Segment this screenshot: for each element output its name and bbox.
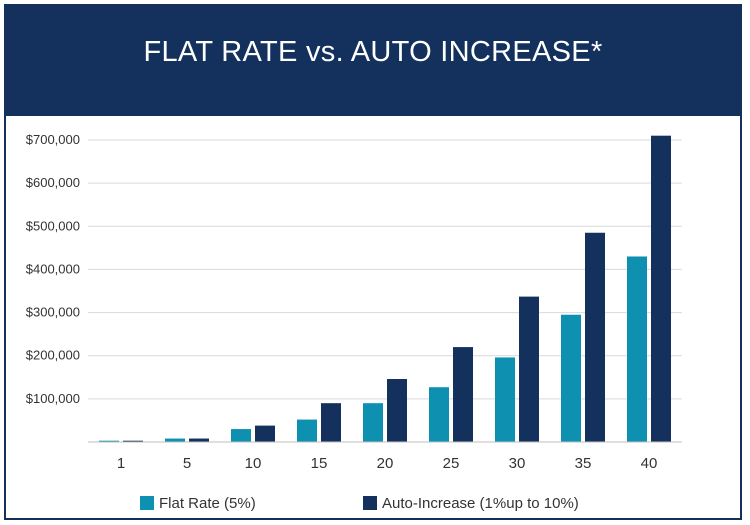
x-tick-label: 35 xyxy=(575,455,592,472)
y-tick-label: $200,000 xyxy=(26,348,80,363)
x-axis-ticks: 1 5 10 15 20 25 30 35 40 xyxy=(117,455,658,472)
bar-flat-rate xyxy=(165,438,185,442)
legend-label: Auto-Increase (1%up to 10%) xyxy=(382,495,579,512)
bar-flat-rate xyxy=(99,440,119,442)
bar-flat-rate xyxy=(363,403,383,442)
y-tick-label: $500,000 xyxy=(26,218,80,233)
legend: Flat Rate (5%) Auto-Increase (1%up to 10%… xyxy=(140,495,579,512)
y-tick-label: $300,000 xyxy=(26,305,80,320)
y-tick-label: $600,000 xyxy=(26,175,80,190)
chart-title: FLAT RATE vs. AUTO INCREASE* xyxy=(143,36,603,68)
x-tick-label: 30 xyxy=(509,455,526,472)
bar-auto-increase xyxy=(453,347,473,442)
y-tick-label: $700,000 xyxy=(26,132,80,147)
bar-auto-increase xyxy=(519,296,539,442)
x-tick-label: 10 xyxy=(245,455,262,472)
bars xyxy=(99,135,671,442)
x-tick-label: 5 xyxy=(183,455,191,472)
bar-auto-increase xyxy=(255,425,275,442)
bar-auto-increase xyxy=(585,232,605,442)
bar-flat-rate xyxy=(297,419,317,442)
bar-flat-rate xyxy=(495,357,515,442)
x-tick-label: 40 xyxy=(641,455,658,472)
bar-flat-rate xyxy=(627,256,647,442)
legend-label: Flat Rate (5%) xyxy=(159,495,256,512)
legend-swatch xyxy=(140,496,154,510)
bar-flat-rate xyxy=(561,314,581,442)
bar-auto-increase xyxy=(387,379,407,442)
x-tick-label: 25 xyxy=(443,455,460,472)
bar-auto-increase xyxy=(651,135,671,442)
bar-auto-increase xyxy=(123,440,143,442)
bar-flat-rate xyxy=(231,429,251,442)
title-bar: FLAT RATE vs. AUTO INCREASE* xyxy=(6,6,740,116)
x-tick-label: 15 xyxy=(311,455,328,472)
x-tick-label: 20 xyxy=(377,455,394,472)
gridlines xyxy=(88,139,682,400)
bar-auto-increase xyxy=(189,438,209,442)
bar-flat-rate xyxy=(429,387,449,442)
y-axis-ticks: $100,000 $200,000 $300,000 $400,000 $500,000… xyxy=(26,132,80,406)
y-tick-label: $100,000 xyxy=(26,391,80,406)
legend-swatch xyxy=(363,496,377,510)
x-tick-label: 1 xyxy=(117,455,125,472)
y-tick-label: $400,000 xyxy=(26,261,80,276)
bar-auto-increase xyxy=(321,403,341,442)
